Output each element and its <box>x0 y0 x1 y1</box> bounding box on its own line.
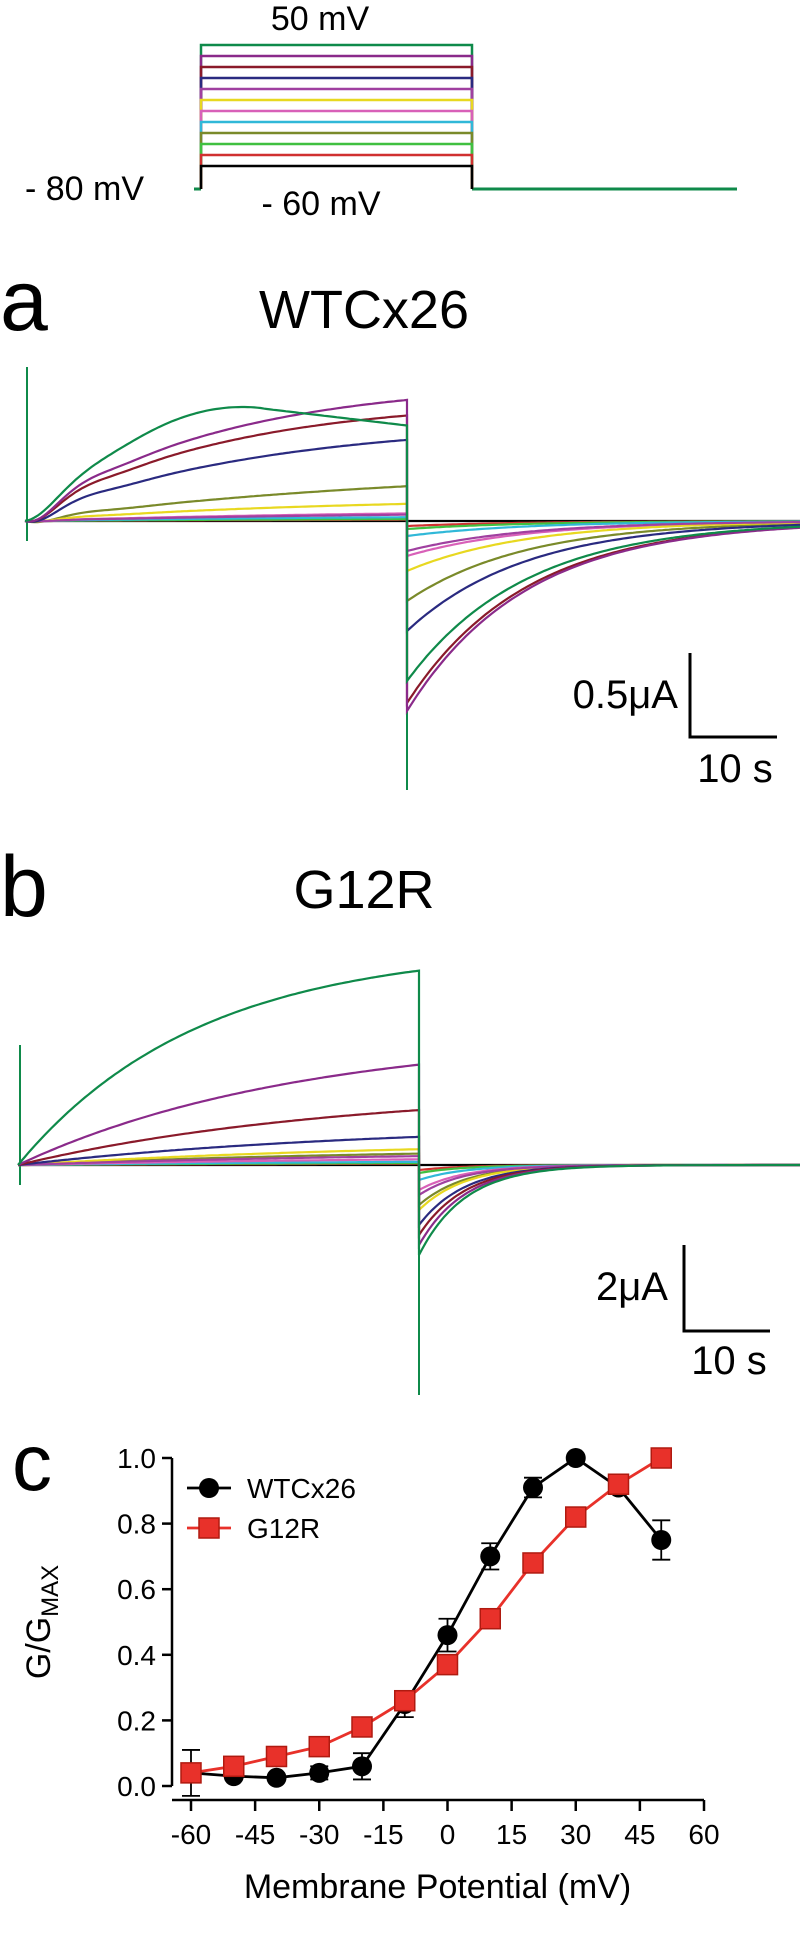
y-tick-label: 1.0 <box>117 1443 156 1474</box>
marker <box>351 1716 373 1738</box>
x-tick-label: 60 <box>688 1819 719 1850</box>
y-tick-label: 0.4 <box>117 1640 156 1671</box>
x-tick-label: 15 <box>496 1819 527 1850</box>
current-trace <box>24 485 800 604</box>
y-axis-label-sub: MAX <box>37 1565 64 1617</box>
marker <box>266 1767 287 1788</box>
y-tick-label: 0.2 <box>117 1705 156 1736</box>
step-line <box>199 131 474 189</box>
x-tick-label: -30 <box>299 1819 339 1850</box>
current-traces <box>17 969 800 1395</box>
legend-label: WTCx26 <box>247 1473 356 1504</box>
voltage-protocol <box>194 43 737 191</box>
step-line <box>199 164 474 189</box>
legend-label: G12R <box>247 1513 320 1544</box>
series-line <box>190 1456 662 1775</box>
protocol-bottom-label: - 60 mV <box>261 185 380 223</box>
x-tick-label: -60 <box>171 1819 211 1850</box>
marker <box>651 1530 672 1550</box>
step-line <box>199 65 474 189</box>
scale-current-label: 2μA <box>596 1265 668 1309</box>
y-axis-label: G/GMAX <box>20 1565 64 1679</box>
panel-title: WTCx26 <box>259 280 469 340</box>
marker <box>223 1755 245 1778</box>
scale-time-label: 10 s <box>697 747 773 791</box>
current-trace <box>24 405 800 685</box>
legend-marker <box>199 1478 219 1498</box>
protocol-top-label: 50 mV <box>271 0 370 38</box>
y-axis-label-main: G/G <box>20 1617 58 1679</box>
y-tick-label: 0.0 <box>117 1771 156 1802</box>
conductance-chart: 0.0 0.2 0.4 0.6 0.8 1.0 -60 -45 -30 -15 0 15 30 45 60 M… <box>20 1443 720 1906</box>
step-line <box>199 153 474 189</box>
current-traces <box>24 367 800 790</box>
marker <box>522 1552 544 1574</box>
marker <box>180 1762 202 1784</box>
scale-bar <box>688 653 777 739</box>
x-axis-label: Membrane Potential (mV) <box>244 1868 631 1906</box>
marker <box>394 1689 416 1712</box>
marker <box>650 1447 672 1469</box>
x-tick-label: -45 <box>235 1819 275 1850</box>
protocol-hold-label: - 80 mV <box>25 170 144 208</box>
scale-current-label: 0.5μA <box>573 673 679 717</box>
x-tick-label: -15 <box>363 1819 403 1850</box>
current-trace <box>17 969 800 1256</box>
marker <box>523 1477 543 1498</box>
marker <box>565 1506 587 1528</box>
scale-bar <box>682 1245 770 1333</box>
marker <box>308 1735 330 1758</box>
y-tick-label: 0.8 <box>117 1509 156 1540</box>
marker <box>437 1625 458 1646</box>
panel-letter: a <box>0 253 48 349</box>
marker <box>607 1473 630 1495</box>
marker <box>436 1653 459 1676</box>
panel-letter: c <box>12 1418 52 1507</box>
panel-title: G12R <box>293 860 434 920</box>
marker <box>309 1762 330 1783</box>
x-tick-label: 0 <box>440 1819 456 1850</box>
x-tick-label: 30 <box>560 1819 591 1850</box>
marker <box>480 1546 501 1567</box>
marker <box>565 1448 586 1468</box>
legend-marker <box>198 1517 220 1539</box>
marker <box>265 1745 288 1768</box>
y-tick-label: 0.6 <box>117 1574 156 1605</box>
step-line <box>199 87 474 189</box>
marker <box>479 1607 501 1630</box>
x-tick-label: 45 <box>624 1819 655 1850</box>
scale-time-label: 10 s <box>691 1339 767 1383</box>
current-trace <box>17 1108 800 1239</box>
marker <box>352 1756 372 1777</box>
panel-letter: b <box>0 839 48 935</box>
